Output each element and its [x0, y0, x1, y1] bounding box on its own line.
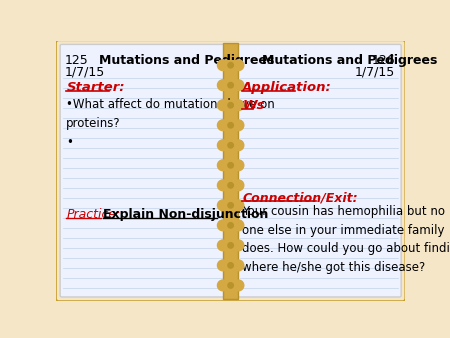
Bar — [223, 200, 238, 211]
Circle shape — [217, 200, 228, 211]
Bar — [223, 120, 238, 131]
Circle shape — [233, 180, 244, 191]
Circle shape — [217, 240, 228, 251]
Bar — [223, 260, 238, 271]
Text: Application:: Application: — [242, 80, 332, 94]
Circle shape — [228, 63, 234, 68]
Text: 1/7/15: 1/7/15 — [65, 65, 105, 78]
Text: •What affect do mutations have on
proteins?
•: •What affect do mutations have on protei… — [66, 98, 275, 148]
Text: 1/7/15: 1/7/15 — [355, 65, 395, 78]
Bar — [223, 160, 238, 171]
Circle shape — [233, 240, 244, 251]
Bar — [223, 100, 238, 111]
Bar — [223, 80, 238, 91]
Circle shape — [217, 140, 228, 151]
Circle shape — [233, 260, 244, 271]
Circle shape — [228, 143, 234, 148]
Circle shape — [217, 60, 228, 71]
Circle shape — [233, 100, 244, 111]
Text: 125: 125 — [65, 54, 89, 67]
Circle shape — [233, 200, 244, 211]
FancyBboxPatch shape — [60, 44, 225, 297]
Circle shape — [217, 120, 228, 131]
Circle shape — [233, 140, 244, 151]
Circle shape — [233, 120, 244, 131]
Text: Starter:: Starter: — [66, 80, 125, 94]
Circle shape — [228, 82, 234, 88]
Circle shape — [233, 160, 244, 171]
Circle shape — [217, 80, 228, 91]
Circle shape — [217, 260, 228, 271]
Bar — [223, 43, 238, 298]
Circle shape — [228, 183, 234, 188]
Text: Mutations and Pedigrees: Mutations and Pedigrees — [261, 54, 437, 67]
Circle shape — [217, 160, 228, 171]
Text: Practice:: Practice: — [66, 209, 121, 221]
Circle shape — [233, 220, 244, 231]
Circle shape — [228, 283, 234, 288]
Circle shape — [217, 180, 228, 191]
Circle shape — [228, 123, 234, 128]
Text: Mutations and Pedigrees: Mutations and Pedigrees — [99, 54, 274, 67]
FancyBboxPatch shape — [237, 44, 401, 297]
FancyBboxPatch shape — [55, 40, 406, 301]
Circle shape — [228, 102, 234, 108]
Bar — [223, 60, 238, 71]
Text: Ws: Ws — [242, 99, 265, 112]
Bar — [223, 280, 238, 291]
Bar — [223, 220, 238, 231]
Circle shape — [233, 280, 244, 291]
Bar — [223, 140, 238, 151]
Circle shape — [217, 100, 228, 111]
Circle shape — [228, 163, 234, 168]
Circle shape — [233, 60, 244, 71]
Text: 126: 126 — [371, 54, 395, 67]
Circle shape — [217, 280, 228, 291]
Text: Your cousin has hemophilia but no
one else in your immediate family
does. How co: Your cousin has hemophilia but no one el… — [242, 206, 450, 274]
Bar — [223, 240, 238, 251]
Circle shape — [228, 263, 234, 268]
Circle shape — [228, 223, 234, 228]
Text: Connection/Exit:: Connection/Exit: — [242, 192, 358, 204]
Circle shape — [228, 243, 234, 248]
Circle shape — [233, 80, 244, 91]
Bar — [223, 180, 238, 191]
Text: Explain Non-disjunction: Explain Non-disjunction — [103, 209, 268, 221]
Circle shape — [217, 220, 228, 231]
Circle shape — [228, 203, 234, 208]
